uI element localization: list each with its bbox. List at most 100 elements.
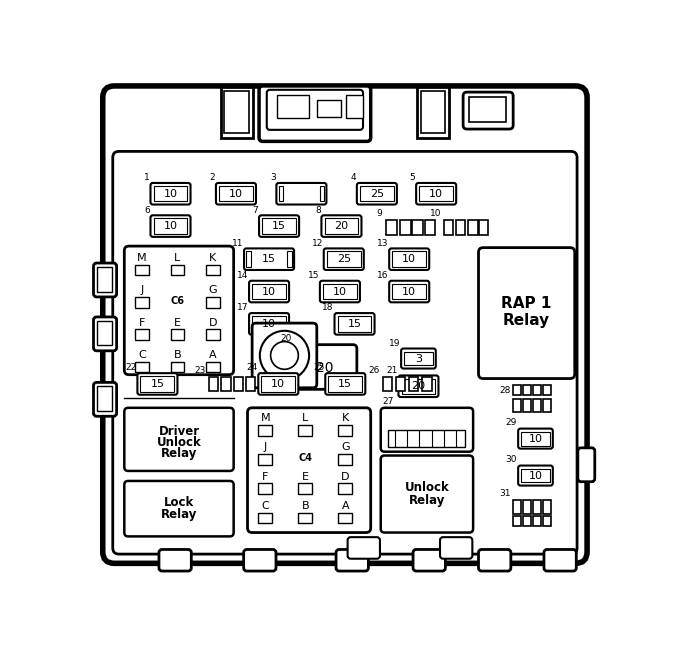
Text: 10: 10 xyxy=(528,434,542,443)
Bar xyxy=(206,265,220,275)
Text: 10: 10 xyxy=(271,379,285,389)
FancyBboxPatch shape xyxy=(259,86,371,141)
Text: 9: 9 xyxy=(376,209,382,218)
FancyBboxPatch shape xyxy=(518,428,553,449)
Text: 20: 20 xyxy=(281,334,292,343)
Text: M: M xyxy=(260,413,270,423)
Bar xyxy=(298,512,312,524)
Text: 7: 7 xyxy=(252,205,258,215)
Text: Unlock: Unlock xyxy=(404,481,450,494)
Text: 14: 14 xyxy=(237,271,248,280)
Text: B: B xyxy=(174,350,181,360)
Bar xyxy=(135,362,149,372)
Bar xyxy=(135,297,149,308)
FancyBboxPatch shape xyxy=(357,183,397,205)
FancyBboxPatch shape xyxy=(389,281,429,303)
Bar xyxy=(262,218,296,234)
Text: C6: C6 xyxy=(170,296,184,306)
Bar xyxy=(383,377,392,391)
FancyBboxPatch shape xyxy=(125,481,234,537)
Bar xyxy=(170,362,184,372)
Text: 15: 15 xyxy=(151,379,164,389)
Text: G: G xyxy=(209,286,217,295)
FancyBboxPatch shape xyxy=(544,550,576,571)
FancyBboxPatch shape xyxy=(244,248,294,270)
Bar xyxy=(298,424,312,436)
Text: 11: 11 xyxy=(232,239,243,248)
Bar xyxy=(522,469,550,482)
Bar xyxy=(328,376,362,392)
Text: Relay: Relay xyxy=(503,314,551,329)
Bar xyxy=(468,220,478,235)
Bar xyxy=(513,385,521,396)
Bar xyxy=(522,432,550,445)
FancyBboxPatch shape xyxy=(113,151,577,554)
Text: 1: 1 xyxy=(144,173,149,182)
FancyBboxPatch shape xyxy=(479,550,511,571)
Text: 3: 3 xyxy=(270,173,276,182)
FancyBboxPatch shape xyxy=(259,215,299,237)
Text: 3: 3 xyxy=(415,353,422,364)
FancyBboxPatch shape xyxy=(479,248,575,379)
Text: C: C xyxy=(261,501,269,511)
FancyBboxPatch shape xyxy=(151,183,190,205)
Text: 2: 2 xyxy=(209,173,215,182)
Text: F: F xyxy=(139,318,145,328)
Bar xyxy=(513,516,521,526)
Text: C: C xyxy=(138,350,146,360)
Text: 17: 17 xyxy=(237,303,248,312)
Bar xyxy=(277,95,309,118)
FancyBboxPatch shape xyxy=(216,183,256,205)
FancyBboxPatch shape xyxy=(292,345,357,389)
Text: 12: 12 xyxy=(312,239,323,248)
Bar xyxy=(258,483,272,494)
Bar xyxy=(339,483,352,494)
Bar xyxy=(456,220,466,235)
Bar xyxy=(135,265,149,275)
Text: 15: 15 xyxy=(339,379,352,389)
Bar xyxy=(396,377,405,391)
Bar xyxy=(513,500,521,514)
Bar xyxy=(523,500,531,514)
Text: 10: 10 xyxy=(262,319,276,329)
Bar xyxy=(224,91,249,133)
Bar xyxy=(258,512,272,524)
Bar xyxy=(258,454,272,465)
Bar xyxy=(323,284,357,299)
Bar xyxy=(533,500,541,514)
Bar xyxy=(206,362,220,372)
Bar xyxy=(386,220,397,235)
Text: G: G xyxy=(341,443,349,452)
Text: 10: 10 xyxy=(429,188,443,199)
Text: C4: C4 xyxy=(298,453,312,463)
Bar xyxy=(258,424,272,436)
Bar xyxy=(469,98,506,122)
FancyBboxPatch shape xyxy=(518,466,553,486)
Text: 31: 31 xyxy=(499,489,511,498)
Text: 27: 27 xyxy=(382,397,394,406)
Text: 10: 10 xyxy=(333,286,347,297)
Text: 18: 18 xyxy=(322,303,334,312)
FancyBboxPatch shape xyxy=(440,537,472,559)
Text: 10: 10 xyxy=(402,286,416,297)
Bar xyxy=(97,386,112,411)
Text: 28: 28 xyxy=(499,387,511,396)
Bar xyxy=(320,186,324,201)
Text: Relay: Relay xyxy=(161,509,197,522)
Text: J: J xyxy=(141,286,143,295)
FancyBboxPatch shape xyxy=(249,281,289,303)
Bar xyxy=(479,220,488,235)
FancyBboxPatch shape xyxy=(398,376,439,397)
Text: 19: 19 xyxy=(389,339,400,348)
Bar xyxy=(209,377,218,391)
Text: 23: 23 xyxy=(194,366,206,376)
Bar xyxy=(339,512,352,524)
Bar xyxy=(153,218,188,234)
Bar xyxy=(404,351,433,366)
Bar xyxy=(246,252,251,267)
Bar xyxy=(402,379,435,394)
FancyBboxPatch shape xyxy=(267,90,363,130)
Text: RAP 1: RAP 1 xyxy=(501,297,552,312)
Bar xyxy=(421,91,446,133)
Text: L: L xyxy=(174,253,180,263)
